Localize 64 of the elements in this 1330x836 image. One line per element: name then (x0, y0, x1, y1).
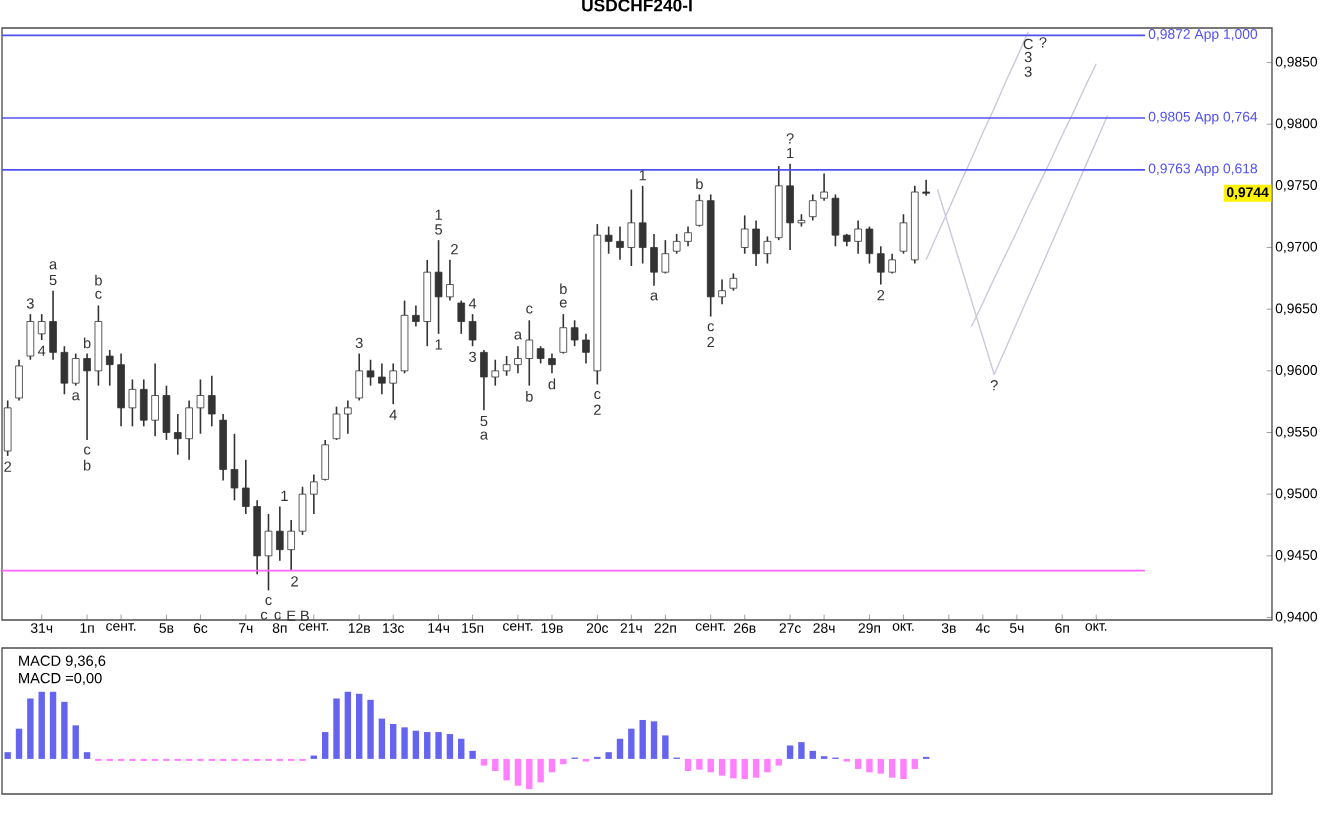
bar (378, 718, 386, 759)
bar (707, 758, 714, 773)
candlestick (808, 193, 817, 222)
bar (27, 698, 34, 759)
bar (752, 758, 760, 778)
bar (480, 758, 488, 766)
bar (355, 693, 363, 759)
candlestick (321, 439, 329, 482)
bar (367, 699, 374, 759)
bar (446, 734, 454, 759)
bar (548, 758, 556, 773)
bar (537, 758, 544, 783)
bar (866, 758, 873, 773)
bar (775, 758, 782, 766)
bar (49, 691, 57, 759)
bar (526, 758, 533, 790)
bar (38, 691, 45, 759)
bar (696, 758, 703, 770)
bar (798, 742, 805, 759)
bar (469, 750, 476, 759)
bar (718, 758, 726, 776)
bar (684, 758, 692, 771)
bar (809, 750, 816, 759)
bar (888, 758, 896, 778)
bar (650, 721, 658, 759)
bar (605, 752, 612, 759)
bar (877, 758, 884, 774)
candlestick (3, 399, 12, 457)
bar (4, 752, 11, 759)
bar (458, 738, 465, 759)
bar (900, 758, 907, 780)
bar (639, 719, 646, 759)
candlestick (468, 313, 477, 347)
bar (503, 758, 510, 781)
bar (390, 724, 397, 759)
bar (492, 758, 499, 771)
bar (854, 758, 862, 769)
bar (321, 732, 329, 759)
bar (72, 725, 79, 759)
candlestick (26, 313, 35, 361)
bar (911, 758, 919, 769)
bar (741, 758, 748, 780)
bar (764, 758, 771, 773)
bar (514, 758, 522, 786)
candlestick (695, 193, 704, 228)
chart-title: USDCHF240-I (582, 0, 692, 12)
candlestick (559, 313, 568, 355)
candlestick (15, 358, 23, 402)
bar (424, 732, 431, 759)
bar (730, 758, 737, 779)
bar (786, 745, 794, 759)
bar (435, 732, 442, 759)
bar (401, 727, 408, 759)
bar (15, 728, 23, 759)
bar (560, 758, 567, 765)
bar (616, 738, 624, 759)
bar (344, 691, 352, 759)
candlestick (457, 299, 466, 335)
bar (61, 701, 68, 759)
bar (628, 728, 635, 759)
bar (83, 752, 91, 759)
bar (412, 730, 420, 759)
bar (333, 698, 340, 759)
bar (662, 735, 669, 759)
